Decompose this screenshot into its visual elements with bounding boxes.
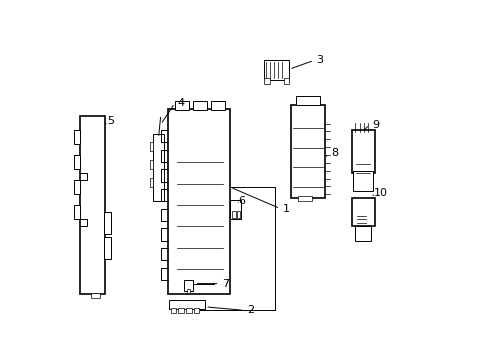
Bar [192,102,206,111]
Text: 5: 5 [107,116,115,126]
Bar [183,280,192,291]
Bar [104,212,110,234]
Text: 6: 6 [238,197,244,206]
Text: 8: 8 [330,148,337,158]
Bar [167,109,230,294]
Bar [91,293,100,298]
Text: 1: 1 [282,203,289,213]
Bar [194,308,199,313]
Bar [296,96,319,105]
Bar [290,105,324,198]
Text: 3: 3 [316,55,323,65]
Bar [264,60,288,80]
Bar [351,130,374,173]
Bar [74,205,80,219]
Text: 2: 2 [246,305,254,315]
Bar [149,143,153,152]
Bar [80,116,105,294]
Bar [283,78,288,84]
Bar [149,160,153,169]
Bar [175,102,189,111]
Bar [74,180,80,194]
Bar [231,211,235,218]
Bar [170,308,176,313]
Bar [230,200,241,219]
Bar [264,78,269,84]
Text: 4: 4 [177,98,184,108]
Bar [178,308,183,313]
Bar [298,196,312,202]
Bar [149,178,153,187]
Bar [74,155,80,169]
Bar [354,226,370,241]
Bar [104,237,110,258]
Bar [74,130,80,144]
Bar [186,289,190,293]
Text: 9: 9 [371,120,378,130]
Text: 10: 10 [373,188,387,198]
Bar [153,134,164,202]
Bar [210,102,224,111]
Bar [186,308,191,313]
Bar [169,300,205,309]
Bar [236,211,240,218]
Bar [351,198,374,226]
Bar [353,171,372,191]
Text: 7: 7 [222,279,229,289]
